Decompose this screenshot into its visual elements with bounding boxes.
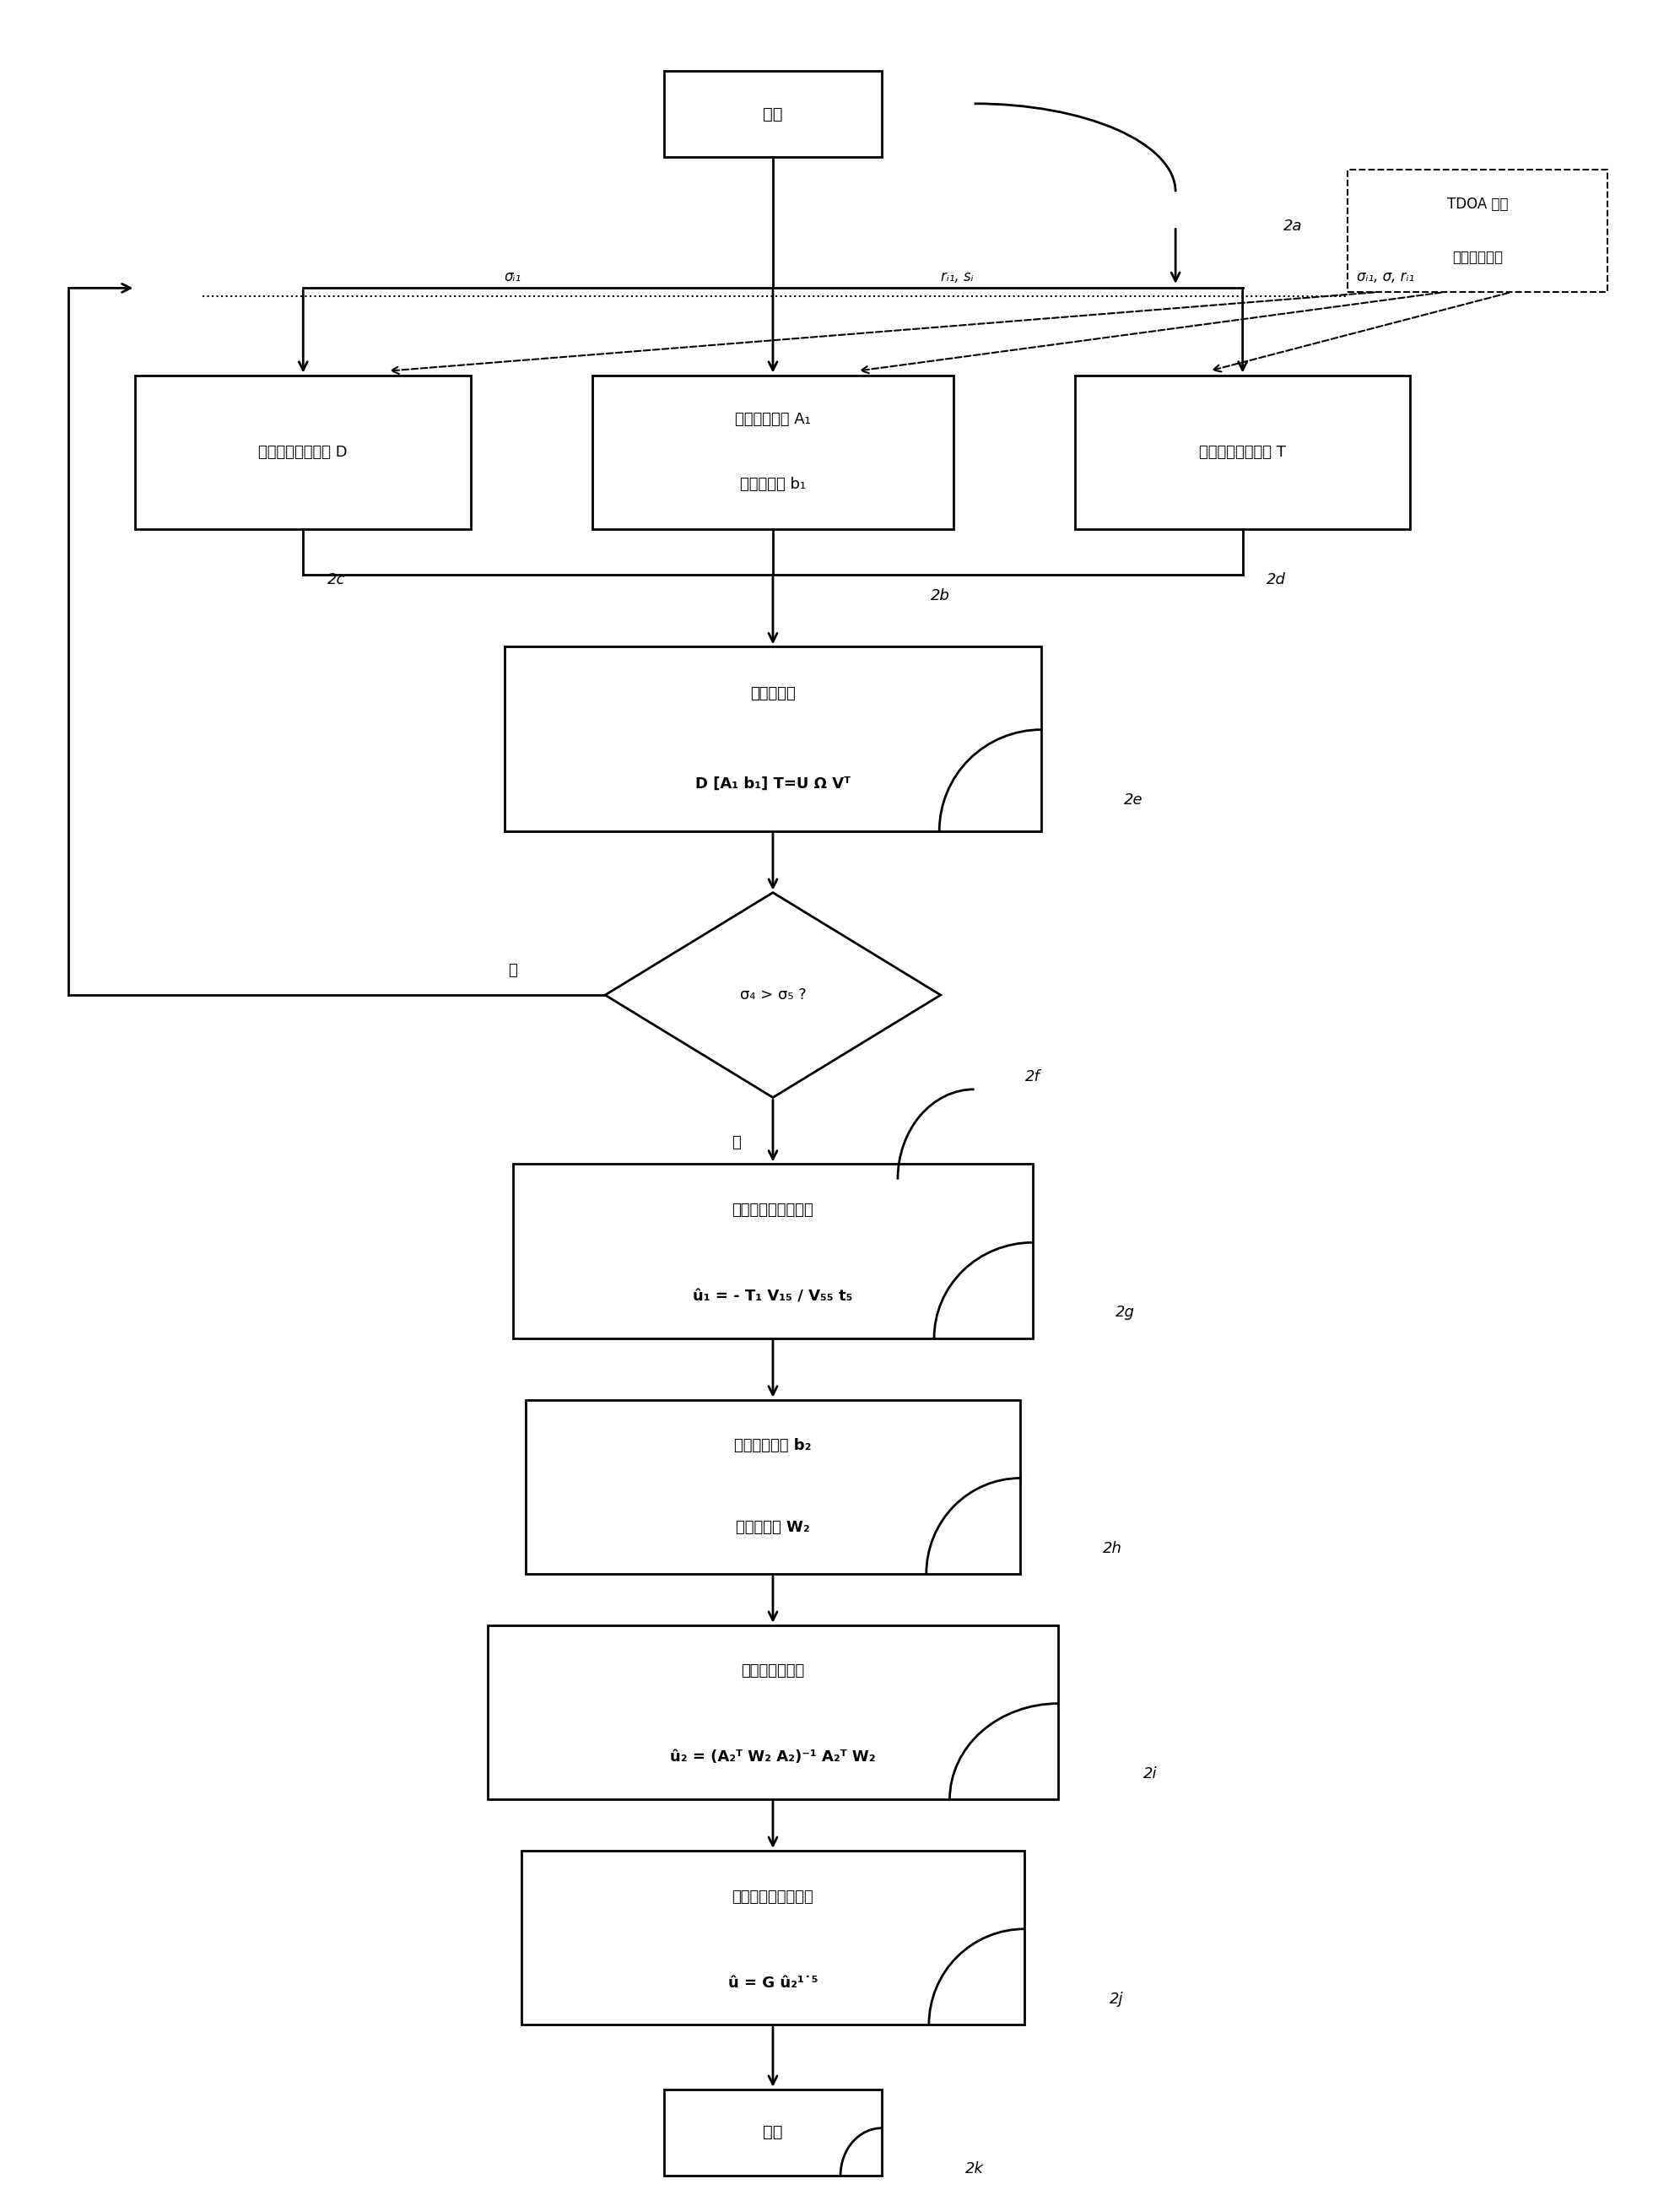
Bar — [664, 2090, 882, 2175]
Bar — [593, 375, 953, 529]
Text: 2k: 2k — [964, 2162, 983, 2177]
Text: 构造系数矩阵 A₁: 构造系数矩阵 A₁ — [734, 413, 811, 426]
Text: 计算左乘加权矩阵 D: 计算左乘加权矩阵 D — [259, 443, 348, 459]
Text: 计算观测向量 b₂: 计算观测向量 b₂ — [734, 1438, 811, 1453]
Text: 否: 否 — [509, 964, 517, 979]
Text: 计算右乘加权矩阵 T: 计算右乘加权矩阵 T — [1200, 443, 1287, 459]
Text: TDOA 估计: TDOA 估计 — [1446, 195, 1509, 211]
Text: 2f: 2f — [1025, 1069, 1040, 1084]
Text: 开始: 开始 — [763, 105, 783, 123]
Polygon shape — [605, 893, 941, 1098]
Text: 2a: 2a — [1284, 220, 1302, 235]
Text: σ₄ > σ₅ ?: σ₄ > σ₅ ? — [739, 988, 806, 1003]
Text: σᵢ₁, σ, rᵢ₁: σᵢ₁, σ, rᵢ₁ — [1356, 270, 1415, 285]
Text: 结束: 结束 — [763, 2125, 783, 2140]
Text: 2b: 2b — [931, 588, 951, 604]
Bar — [521, 1850, 1025, 2024]
Text: 辐射源估计位置输出: 辐射源估计位置输出 — [732, 1890, 813, 1905]
Text: 2h: 2h — [1104, 1541, 1122, 1556]
Bar — [487, 1624, 1058, 1800]
Text: 2g: 2g — [1116, 1306, 1136, 1319]
Text: 及加权矩阵 W₂: 及加权矩阵 W₂ — [736, 1521, 810, 1536]
Text: 2c: 2c — [328, 573, 346, 588]
Bar — [1347, 169, 1608, 292]
Text: 2i: 2i — [1144, 1767, 1158, 1782]
Bar — [526, 1400, 1020, 1574]
Text: 是: 是 — [731, 1135, 741, 1150]
Text: rᵢ₁, sᵢ: rᵢ₁, sᵢ — [941, 270, 974, 285]
Text: 辐射源位置初始估计: 辐射源位置初始估计 — [732, 1203, 813, 1218]
Text: û₁ = - T₁ V₁₅ / V₅₅ t₅: û₁ = - T₁ V₁₅ / V₅₅ t₅ — [692, 1288, 853, 1304]
Text: 2e: 2e — [1124, 792, 1142, 808]
Text: 特征值分解: 特征值分解 — [751, 687, 796, 702]
Bar — [512, 1163, 1033, 1339]
Bar — [504, 648, 1042, 832]
Text: 2d: 2d — [1267, 573, 1285, 588]
Text: û₂ = (A₂ᵀ W₂ A₂)⁻¹ A₂ᵀ W₂: û₂ = (A₂ᵀ W₂ A₂)⁻¹ A₂ᵀ W₂ — [670, 1749, 875, 1765]
Bar — [1075, 375, 1411, 529]
Text: û = G û₂¹˙⁵: û = G û₂¹˙⁵ — [727, 1976, 818, 1991]
Text: D [A₁ b₁] T=U Ω Vᵀ: D [A₁ b₁] T=U Ω Vᵀ — [696, 777, 850, 792]
Bar — [136, 375, 470, 529]
Text: 辐射源位置估计: 辐射源位置估计 — [741, 1664, 805, 1679]
Text: σᵢ₁: σᵢ₁ — [504, 270, 521, 285]
Bar — [664, 70, 882, 156]
Text: 2j: 2j — [1110, 1991, 1124, 2006]
Text: 阵元位置测量: 阵元位置测量 — [1452, 250, 1504, 266]
Text: 及观测向量 b₁: 及观测向量 b₁ — [739, 476, 806, 492]
